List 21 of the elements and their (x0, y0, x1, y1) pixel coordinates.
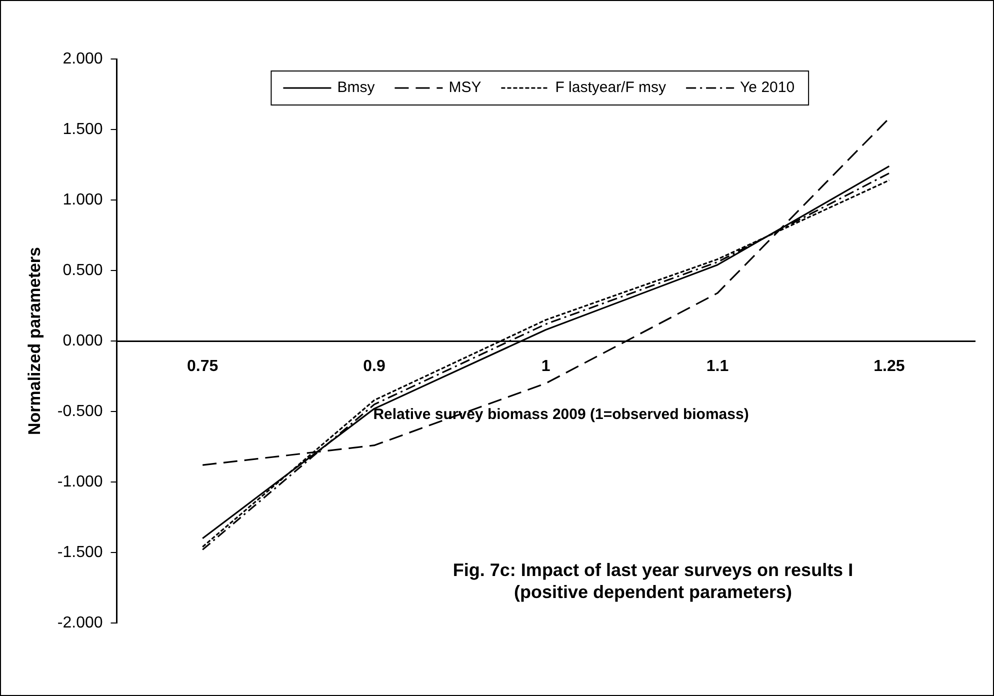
legend-label: MSY (448, 79, 482, 96)
legend-label: Ye 2010 (740, 79, 795, 96)
x-axis-title: Relative survey biomass 2009 (1=observed biomass) (373, 406, 749, 424)
text: Fig. 7c: Impact of last year surveys on results I (positive dependent parameters) (452, 560, 854, 602)
y-tick-label: -1.500 (57, 544, 103, 561)
y-tick-label: 2.000 (62, 50, 103, 68)
legend-label: Bmsy (337, 79, 376, 96)
y-tick-label: 1.500 (62, 120, 103, 138)
x-tick-label: 1.25 (874, 358, 905, 376)
legend-label: F lastyear/F msy (555, 79, 667, 96)
x-tick-label: 0.75 (187, 358, 218, 376)
y-tick-label: 0.500 (62, 262, 103, 279)
y-tick-label: -0.500 (57, 402, 103, 420)
y-tick-label: -1.000 (57, 473, 103, 490)
x-tick-label: 1.1 (706, 358, 729, 376)
y-tick-label: 1.000 (62, 191, 103, 208)
x-tick-label: 0.9 (363, 358, 386, 376)
x-tick-label: 1 (541, 358, 550, 376)
y-tick-label: -2.000 (57, 614, 103, 632)
y-tick-label: 0.000 (62, 332, 103, 350)
y-axis-title: Normalized parameters (24, 246, 44, 436)
